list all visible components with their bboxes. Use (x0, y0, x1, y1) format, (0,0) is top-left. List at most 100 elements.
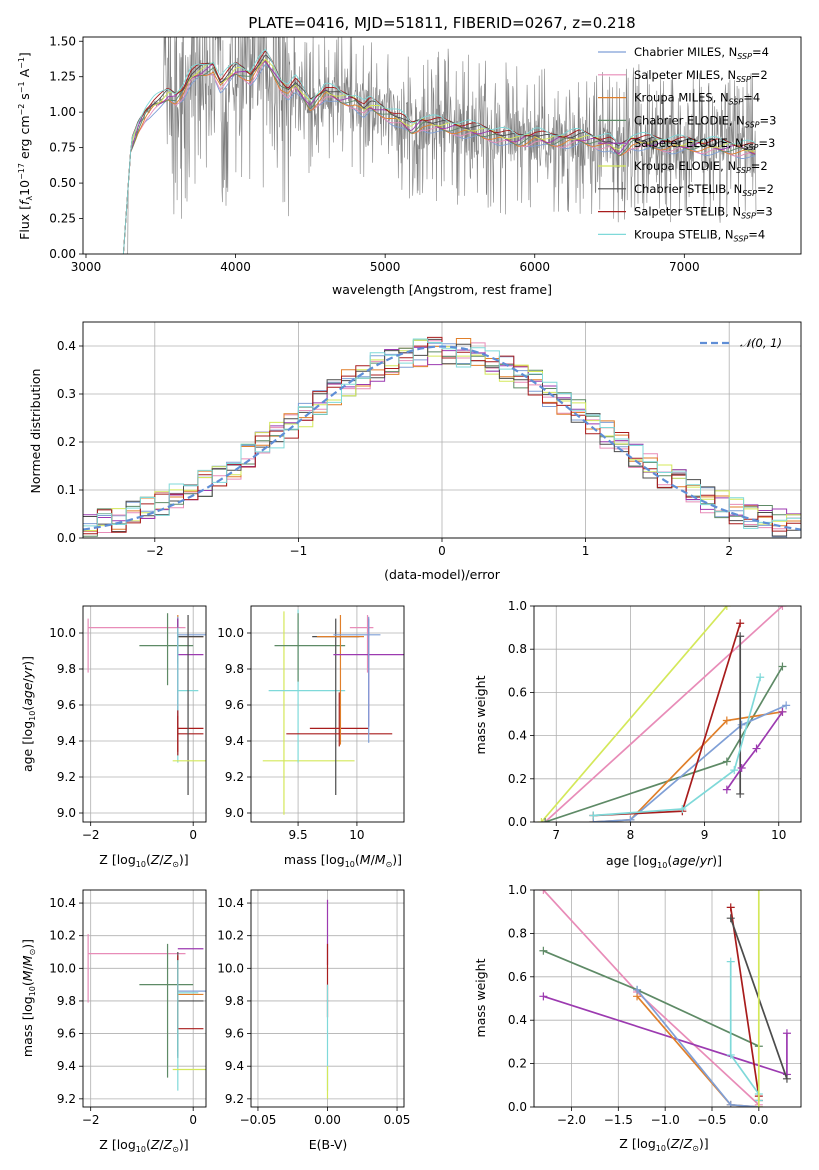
series-salpeter-miles (544, 606, 784, 822)
legend-label: Kroupa ELODIE, NSSP=2 (634, 159, 768, 175)
mass-vs-EBV-panel: −0.05 0.00 0.05 9.2 9.4 9.6 9.8 10.0 10.2 10.4 (217, 889, 411, 1127)
y-tick-label: 1.0 (508, 599, 527, 613)
point-marker (778, 707, 787, 716)
series-salpeter-stelib (593, 623, 742, 817)
y-tick-label: 9.2 (57, 770, 76, 784)
errorbar-chabrier-elodie (139, 943, 194, 1078)
ageZ-ylabel: age [log10(age/yr)] (20, 656, 37, 772)
x-tick-label: 8 (627, 828, 635, 842)
series-salpeter-elodie (726, 711, 784, 791)
normal-curve (83, 345, 801, 531)
x-tick-label: 5000 (370, 260, 401, 274)
y-tick-label: 0.00 (49, 247, 76, 261)
point-marker (539, 890, 548, 894)
x-tick-label: 7 (552, 828, 560, 842)
point-marker (736, 619, 745, 628)
point-marker (737, 764, 746, 772)
x-tick-label: 0 (438, 544, 446, 558)
point-marker (726, 1050, 735, 1059)
y-tick-label: 0.4 (508, 1013, 527, 1027)
x-tick-label: 10 (349, 828, 364, 842)
y-tick-label: 9.8 (57, 662, 76, 676)
y-tick-label: 0.2 (57, 435, 76, 449)
legend-label: Chabrier MILES, NSSP=4 (634, 45, 769, 61)
y-tick-label: 9.6 (57, 1027, 76, 1041)
point-marker (782, 701, 791, 710)
age-vs-Z-plot-area (87, 613, 206, 795)
series-kroupa-elodie (540, 606, 728, 822)
residuals-ylabel: Normed distribution (28, 369, 43, 494)
point-marker (726, 914, 735, 923)
y-tick-label: 0.25 (49, 212, 76, 226)
point-marker (539, 946, 548, 955)
x-tick-label: 0 (189, 828, 197, 842)
y-tick-label: 0.0 (508, 1100, 527, 1114)
y-tick-label: 0.8 (508, 926, 527, 940)
legend-label: Chabrier STELIB, NSSP=2 (634, 182, 774, 198)
x-tick-label: 0 (189, 1113, 197, 1127)
point-marker (537, 818, 546, 822)
residuals-panel: −2 −1 0 1 2 0.0 0.1 0.2 0.3 0.4 𝒩(0, 1) (57, 321, 802, 558)
y-tick-label: 9.6 (225, 1027, 244, 1041)
legend-label: Chabrier ELODIE, NSSP=3 (634, 113, 776, 129)
model-chabrier-stelib (122, 54, 756, 254)
x-tick-label: 3000 (71, 260, 102, 274)
y-tick-label: 0.3 (57, 387, 76, 401)
errorbar-kroupa-miles (177, 958, 204, 1052)
age-vs-Z-panel: −2 0 9.0 9.2 9.4 9.6 9.8 10.0 (49, 605, 207, 842)
spectrum-xlabel: wavelength [Angstrom, rest frame] (332, 282, 552, 297)
axes-frame (82, 321, 802, 539)
y-tick-label: 9.4 (225, 1059, 244, 1073)
point-marker (782, 1074, 791, 1083)
point-marker (736, 789, 745, 798)
age-vs-mass-panel: 9.5 10 9.0 9.2 9.4 9.6 9.8 10.0 (217, 605, 405, 842)
y-tick-label: 0.2 (508, 772, 527, 786)
legend-label: Salpeter ELODIE, NSSP=3 (634, 136, 775, 152)
x-tick-label: −1.5 (604, 1113, 633, 1127)
x-tick-label: 0.05 (384, 1113, 411, 1127)
y-tick-label: 1.00 (49, 105, 76, 119)
y-tick-label: 10.4 (49, 896, 76, 910)
y-tick-label: 9.8 (225, 662, 244, 676)
mwAge-ylabel: mass weight (473, 675, 488, 754)
errorbar-kroupa-miles (316, 615, 364, 745)
mass-weight-vs-age-plot-area (537, 606, 791, 822)
y-tick-label: 9.6 (225, 698, 244, 712)
point-marker (782, 1029, 791, 1038)
x-tick-label: 7000 (669, 260, 700, 274)
y-tick-label: 0.0 (508, 815, 527, 829)
y-tick-label: 9.0 (225, 806, 244, 820)
y-tick-label: 9.2 (225, 1092, 244, 1106)
point-marker (626, 815, 635, 822)
y-tick-label: 0.0 (57, 531, 76, 545)
residuals-legend: 𝒩(0, 1) (700, 336, 782, 350)
y-tick-label: 10.0 (217, 961, 244, 975)
point-marker (756, 673, 765, 682)
errorbar-chabrier-elodie (274, 613, 346, 682)
axes-frame (82, 889, 207, 1108)
point-marker (589, 811, 598, 820)
y-tick-label: 10.2 (49, 929, 76, 943)
point-marker (778, 606, 787, 610)
mwAge-xlabel: age [log10(age/yr)] (606, 853, 722, 870)
residuals-xlabel: (data-model)/error (384, 567, 501, 582)
legend-label: 𝒩(0, 1) (740, 336, 782, 350)
series-salpeter-stelib (729, 907, 760, 1101)
x-tick-label: 4000 (220, 260, 251, 274)
point-marker (726, 903, 735, 912)
y-tick-label: 0.6 (508, 970, 527, 984)
x-tick-label: −1 (290, 544, 308, 558)
y-tick-label: 9.2 (57, 1092, 76, 1106)
point-marker (539, 992, 548, 1001)
errorbar-chabrier-stelib (177, 618, 204, 664)
series-salpeter-miles (542, 890, 760, 1106)
errorbar-salpeter-stelib (177, 715, 204, 752)
errorbar-salpeter-stelib (309, 692, 369, 747)
spectrum-ylabel: Flux [fλ10−17 erg cm−2 s−1 A−1] (17, 52, 34, 240)
y-tick-label: 9.2 (225, 770, 244, 784)
point-marker (754, 1103, 763, 1107)
point-marker (722, 785, 731, 794)
y-tick-label: 10.0 (49, 961, 76, 975)
y-tick-label: 10.0 (217, 626, 244, 640)
